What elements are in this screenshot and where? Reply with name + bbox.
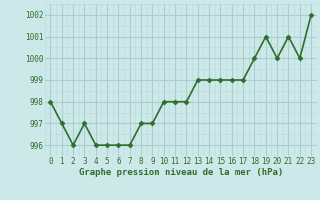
X-axis label: Graphe pression niveau de la mer (hPa): Graphe pression niveau de la mer (hPa) (79, 168, 283, 177)
